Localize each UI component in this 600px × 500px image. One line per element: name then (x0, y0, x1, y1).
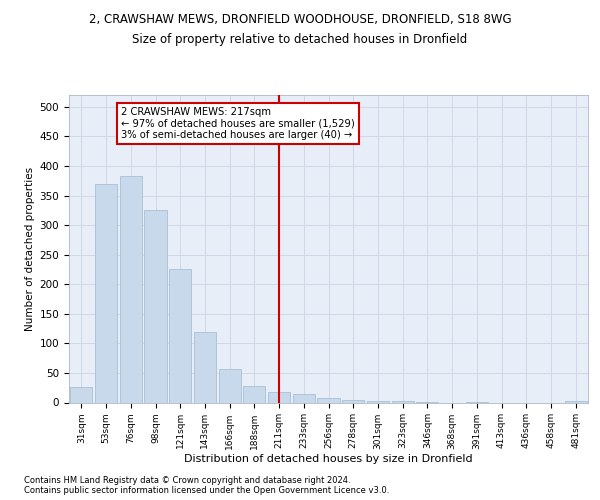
Bar (268, 392, 290, 402)
Bar (119, 176, 142, 402)
Bar (169, 270, 191, 402)
Bar (70, 386, 92, 402)
Bar (293, 394, 315, 402)
Bar (218, 369, 241, 402)
Bar (342, 400, 364, 402)
Bar (243, 386, 265, 402)
Bar (95, 184, 117, 402)
Text: 2, CRAWSHAW MEWS, DRONFIELD WOODHOUSE, DRONFIELD, S18 8WG: 2, CRAWSHAW MEWS, DRONFIELD WOODHOUSE, D… (89, 12, 511, 26)
Bar (317, 398, 340, 402)
Text: 2 CRAWSHAW MEWS: 217sqm
← 97% of detached houses are smaller (1,529)
3% of semi-: 2 CRAWSHAW MEWS: 217sqm ← 97% of detache… (121, 107, 355, 140)
Text: Contains HM Land Registry data © Crown copyright and database right 2024.
Contai: Contains HM Land Registry data © Crown c… (24, 476, 389, 495)
Bar (145, 210, 167, 402)
Y-axis label: Number of detached properties: Number of detached properties (25, 166, 35, 331)
Bar (194, 332, 216, 402)
X-axis label: Distribution of detached houses by size in Dronfield: Distribution of detached houses by size … (184, 454, 473, 464)
Bar (565, 400, 587, 402)
Text: Size of property relative to detached houses in Dronfield: Size of property relative to detached ho… (133, 32, 467, 46)
